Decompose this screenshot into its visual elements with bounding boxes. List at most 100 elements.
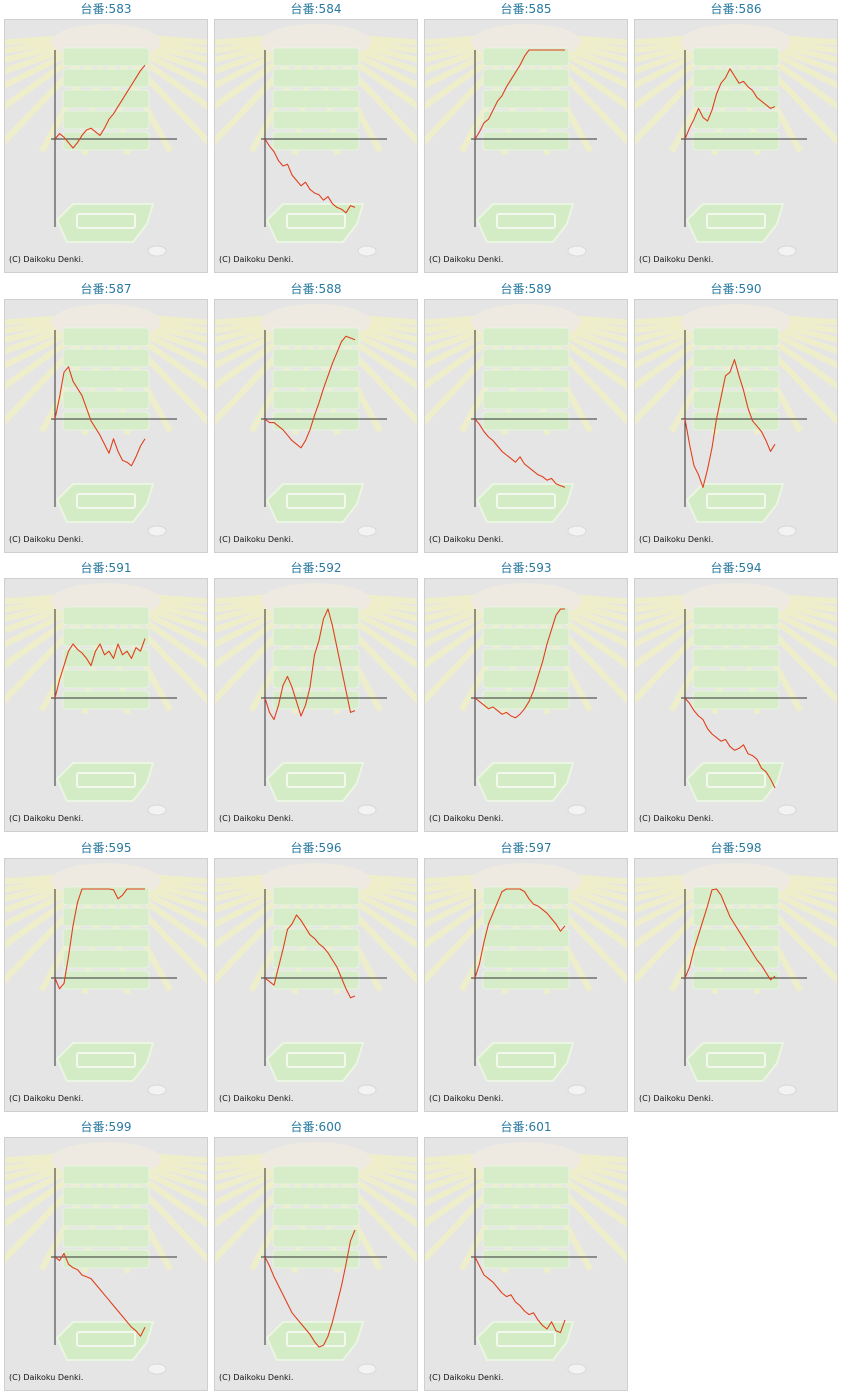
background-box xyxy=(482,327,570,347)
background-box xyxy=(482,89,570,109)
chart-frame: (C) Daikoku Denki. xyxy=(4,1137,208,1391)
background-box xyxy=(62,648,150,668)
background-box xyxy=(482,690,570,710)
chart-svg xyxy=(425,24,627,257)
background-tray-inner xyxy=(706,772,766,788)
background-box xyxy=(272,928,360,948)
background-box xyxy=(272,68,360,88)
chart-svg xyxy=(425,304,627,537)
series-line xyxy=(54,64,146,149)
background-box xyxy=(62,1228,150,1248)
background-box xyxy=(62,68,150,88)
copyright-text: (C) Daikoku Denki. xyxy=(639,255,714,264)
background-coin xyxy=(357,804,377,816)
background-tray-inner xyxy=(76,213,136,229)
chart-card: 台番:600 (C) Daikoku Denki. xyxy=(214,1118,418,1391)
background-box xyxy=(62,390,150,410)
chart-title: 台番:599 xyxy=(80,1120,132,1134)
chart-frame: (C) Daikoku Denki. xyxy=(424,578,628,832)
background-box xyxy=(482,970,570,990)
background-box xyxy=(62,131,150,151)
background-box xyxy=(62,1249,150,1269)
chart-title: 台番:595 xyxy=(80,841,132,855)
copyright-text: (C) Daikoku Denki. xyxy=(429,255,504,264)
chart-card: 台番:592 (C) Daikoku Denki. xyxy=(214,559,418,832)
chart-svg xyxy=(635,304,837,537)
background-box xyxy=(272,1165,360,1185)
chart-title: 台番:585 xyxy=(500,2,552,16)
background-tray xyxy=(55,762,155,802)
series-line xyxy=(54,638,146,699)
background-box xyxy=(692,690,780,710)
chart-frame: (C) Daikoku Denki. xyxy=(214,299,418,553)
series-line xyxy=(684,359,776,488)
background-tray-inner xyxy=(706,213,766,229)
chart-title: 台番:590 xyxy=(710,282,762,296)
series-line xyxy=(474,418,566,488)
background-box xyxy=(272,1228,360,1248)
background-tray-inner xyxy=(496,493,556,509)
background-box xyxy=(482,606,570,626)
background-tray xyxy=(265,762,365,802)
background-box xyxy=(692,411,780,431)
chart-svg xyxy=(5,304,207,537)
chart-svg xyxy=(215,1142,417,1375)
background-coin xyxy=(777,245,797,257)
background-tray-inner xyxy=(496,1331,556,1347)
background-coin xyxy=(147,1363,167,1375)
background-coin xyxy=(567,1084,587,1096)
copyright-text: (C) Daikoku Denki. xyxy=(9,1094,84,1103)
chart-card: 台番:585 (C) Daikoku Denki. xyxy=(424,0,628,273)
background-coin xyxy=(147,1084,167,1096)
background-box xyxy=(62,949,150,969)
series-line xyxy=(474,1256,566,1334)
chart-frame: (C) Daikoku Denki. xyxy=(4,578,208,832)
background-box xyxy=(62,970,150,990)
copyright-text: (C) Daikoku Denki. xyxy=(219,255,294,264)
background-tray xyxy=(475,1042,575,1082)
background-box xyxy=(482,886,570,906)
background-box xyxy=(62,411,150,431)
background-box xyxy=(62,606,150,626)
chart-svg xyxy=(635,863,837,1096)
copyright-text: (C) Daikoku Denki. xyxy=(9,1373,84,1382)
chart-svg xyxy=(425,1142,627,1375)
background-box xyxy=(272,327,360,347)
background-box xyxy=(692,47,780,67)
chart-title: 台番:588 xyxy=(290,282,342,296)
chart-card: 台番:584 (C) Daikoku Denki. xyxy=(214,0,418,273)
background-tray xyxy=(685,1042,785,1082)
chart-frame: (C) Daikoku Denki. xyxy=(424,19,628,273)
background-box xyxy=(482,648,570,668)
background-tray-inner xyxy=(286,1331,346,1347)
background-box xyxy=(62,886,150,906)
chart-card: 台番:583 (C) Daikoku Denki. xyxy=(4,0,208,273)
chart-frame: (C) Daikoku Denki. xyxy=(634,578,838,832)
background-box xyxy=(62,928,150,948)
copyright-text: (C) Daikoku Denki. xyxy=(429,1373,504,1382)
chart-svg xyxy=(5,863,207,1096)
background-box xyxy=(62,47,150,67)
background-tray-inner xyxy=(76,1052,136,1068)
chart-title: 台番:601 xyxy=(500,1120,552,1134)
background-box xyxy=(482,928,570,948)
chart-title: 台番:583 xyxy=(80,2,132,16)
copyright-text: (C) Daikoku Denki. xyxy=(429,535,504,544)
chart-svg xyxy=(635,583,837,816)
chart-title: 台番:587 xyxy=(80,282,132,296)
background-box xyxy=(272,907,360,927)
background-coin xyxy=(567,245,587,257)
chart-frame: (C) Daikoku Denki. xyxy=(424,299,628,553)
copyright-text: (C) Daikoku Denki. xyxy=(219,1094,294,1103)
background-tray xyxy=(55,483,155,523)
chart-card: 台番:589 (C) Daikoku Denki. xyxy=(424,280,628,553)
background-coin xyxy=(777,1084,797,1096)
background-box xyxy=(272,606,360,626)
background-tray-inner xyxy=(286,213,346,229)
background-coin xyxy=(357,245,377,257)
chart-title: 台番:586 xyxy=(710,2,762,16)
background-box xyxy=(62,690,150,710)
background-tray xyxy=(55,1321,155,1361)
copyright-text: (C) Daikoku Denki. xyxy=(9,255,84,264)
background-tray-inner xyxy=(76,772,136,788)
